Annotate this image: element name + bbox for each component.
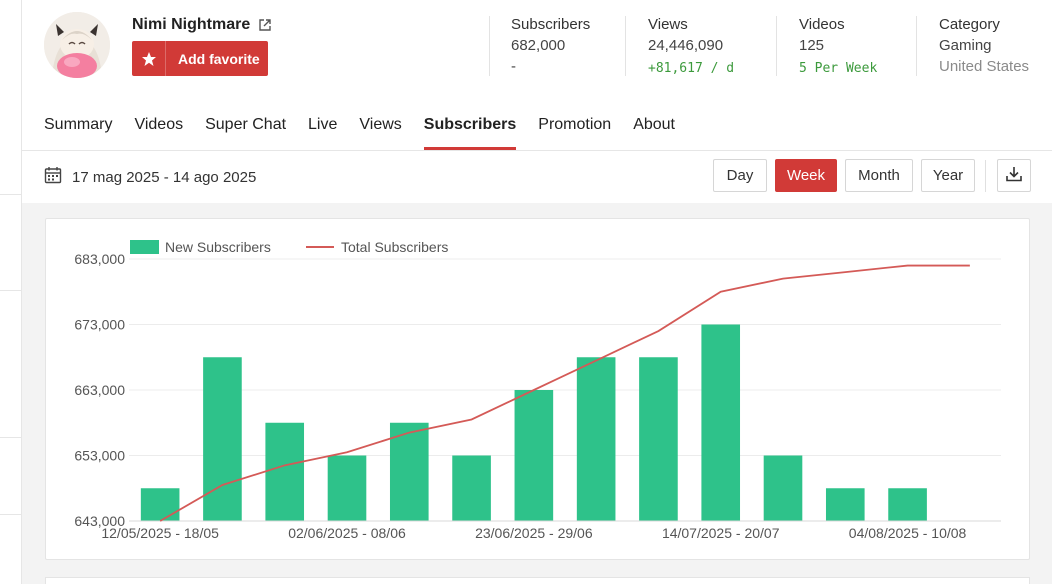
subscribers-chart: 643,000 653,000 663,000 673,000 683,000 12/05… [74,239,1001,541]
nav-tabs: Summary Videos Super Chat Live Views Sub… [44,110,697,150]
stat-views: Views 24,446,090 +81,617 / d [648,14,734,79]
bar-new-subscribers [763,455,803,521]
channel-title: Nimi Nightmare [132,16,272,34]
calendar-icon [44,166,62,188]
stat-label: Views [648,16,688,33]
tab-promotion[interactable]: Promotion [538,116,612,133]
legend-swatch-new-subscribers [130,240,159,254]
y-tick-label: 663,000 [74,382,125,398]
stat-value: 682,000 [511,37,566,54]
period-day-button[interactable]: Day [713,159,767,192]
channel-name: Nimi Nightmare [132,16,251,33]
tab-summary[interactable]: Summary [44,116,113,133]
add-favorite-button[interactable]: Add favorite [132,41,268,76]
toolbar-separator [985,160,986,192]
bar-new-subscribers [514,390,554,521]
bar-new-subscribers [265,422,305,521]
period-week-button[interactable]: Week [775,159,837,192]
tab-views[interactable]: Views [359,116,402,133]
date-range-text: 17 mag 2025 - 14 ago 2025 [72,168,257,186]
bar-new-subscribers [327,455,367,521]
stat-label: Videos [799,16,845,33]
stat-separator [916,16,917,76]
x-tick-label: 02/06/2025 - 08/06 [288,525,406,541]
stat-separator [625,16,626,76]
x-tick-label: 23/06/2025 - 29/06 [475,525,593,541]
bar-new-subscribers [452,455,491,521]
legend-label-total-subscribers: Total Subscribers [341,239,448,255]
stat-delta: - [511,58,516,75]
download-icon [1005,165,1023,186]
external-link-icon[interactable] [258,18,272,32]
x-tick-label: 12/05/2025 - 18/05 [101,525,219,541]
bar-new-subscribers [701,324,741,521]
y-tick-label: 653,000 [74,448,125,464]
bar-new-subscribers [389,422,429,521]
stat-delta: +81,617 / d [648,61,735,76]
x-tick-label: 04/08/2025 - 10/08 [849,525,967,541]
bar-new-subscribers [576,357,616,521]
bar-new-subscribers [888,488,927,521]
stat-label: Subscribers [511,16,591,33]
stat-separator [489,16,490,76]
y-tick-label: 683,000 [74,251,125,267]
add-favorite-label: Add favorite [178,50,260,67]
period-year-button[interactable]: Year [921,159,975,192]
stat-value: 24,446,090 [648,37,724,54]
tab-subscribers[interactable]: Subscribers [423,110,517,150]
tab-live[interactable]: Live [308,116,338,133]
stat-label: Category [939,16,1000,33]
bar-new-subscribers [140,488,180,521]
tab-super-chat[interactable]: Super Chat [205,116,287,133]
stat-category: Category Gaming United States [939,14,1029,77]
date-range-picker[interactable]: 17 mag 2025 - 14 ago 2025 [44,163,256,191]
y-tick-label: 643,000 [74,513,125,529]
stat-subscribers: Subscribers 682,000 - [511,14,590,77]
channel-avatar[interactable] [44,12,110,78]
stat-value: Gaming [939,37,992,54]
bar-new-subscribers [825,488,865,521]
tabs-divider [22,150,1052,151]
line-total-subscribers [159,264,970,522]
next-card [45,577,1030,584]
bar-new-subscribers [203,357,242,521]
stat-separator [776,16,777,76]
tab-videos[interactable]: Videos [134,116,184,133]
x-tick-label: 14/07/2025 - 20/07 [662,525,780,541]
tab-about[interactable]: About [633,116,675,133]
stat-videos: Videos 125 5 Per Week [799,14,877,79]
legend-label-new-subscribers: New Subscribers [165,239,271,255]
left-sidebar-strip [0,0,22,584]
stat-value: 125 [799,37,825,54]
download-button[interactable] [997,159,1031,192]
period-month-button[interactable]: Month [845,159,913,192]
star-icon [132,41,166,76]
bar-new-subscribers [639,357,678,521]
stat-delta: 5 Per Week [799,61,878,76]
stat-country: United States [939,58,1030,75]
y-tick-label: 673,000 [74,317,125,333]
chart-card: 643,000 653,000 663,000 673,000 683,000 12/05… [45,218,1030,560]
